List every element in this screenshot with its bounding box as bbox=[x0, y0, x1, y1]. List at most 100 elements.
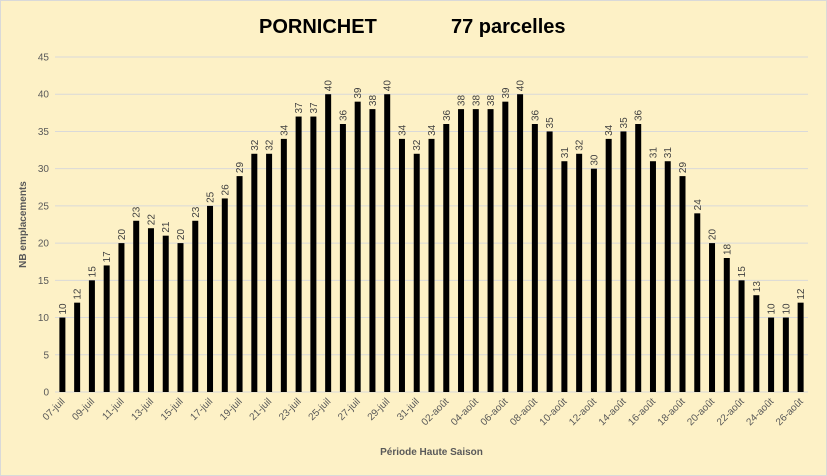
bar bbox=[310, 116, 317, 393]
x-tick-label: 17-juil bbox=[189, 396, 216, 423]
data-label: 25 bbox=[206, 191, 217, 203]
bar bbox=[605, 138, 612, 392]
data-label: 31 bbox=[648, 147, 659, 159]
x-tick-label: 16-août bbox=[626, 396, 658, 428]
data-label: 40 bbox=[383, 80, 394, 92]
x-tick-label: 20-août bbox=[685, 396, 717, 428]
x-axis-title: Période Haute Saison bbox=[380, 447, 483, 458]
data-label: 38 bbox=[368, 95, 379, 107]
data-label: 12 bbox=[73, 288, 84, 300]
bar bbox=[207, 205, 214, 392]
bar bbox=[384, 94, 391, 392]
bar bbox=[546, 131, 553, 392]
data-label: 30 bbox=[589, 154, 600, 166]
x-tick-label: 27-juil bbox=[336, 396, 363, 423]
data-label: 37 bbox=[294, 102, 305, 114]
bar bbox=[398, 138, 405, 392]
y-tick-label: 45 bbox=[38, 53, 50, 64]
bar bbox=[472, 109, 479, 392]
bar bbox=[664, 161, 671, 392]
x-tick-label: 14-août bbox=[597, 396, 629, 428]
data-label: 32 bbox=[265, 139, 276, 151]
y-tick-label: 40 bbox=[38, 90, 50, 101]
y-tick-label: 5 bbox=[43, 350, 49, 361]
x-tick-label: 23-juil bbox=[277, 396, 304, 423]
bar bbox=[251, 153, 258, 392]
data-label: 37 bbox=[309, 102, 320, 114]
bar bbox=[458, 109, 465, 392]
data-label: 21 bbox=[161, 221, 172, 233]
bar bbox=[103, 265, 110, 392]
data-label: 29 bbox=[678, 162, 689, 174]
x-tick-label: 26-août bbox=[774, 396, 806, 428]
bar bbox=[221, 198, 228, 392]
y-tick-label: 35 bbox=[38, 127, 50, 138]
data-label: 36 bbox=[442, 109, 453, 121]
bar bbox=[738, 280, 745, 392]
chart-title: PORNICHET bbox=[259, 16, 377, 38]
chart-subtitle: 77 parcelles bbox=[451, 16, 566, 38]
bars bbox=[59, 94, 804, 393]
data-label: 18 bbox=[722, 243, 733, 255]
data-label: 10 bbox=[58, 303, 69, 315]
bar bbox=[295, 116, 302, 393]
bar bbox=[266, 153, 273, 392]
x-tick-label: 21-juil bbox=[248, 396, 275, 423]
bar bbox=[576, 153, 583, 392]
bar bbox=[354, 101, 361, 393]
data-label: 34 bbox=[397, 124, 408, 136]
x-tick-label: 04-août bbox=[449, 396, 481, 428]
data-label: 36 bbox=[634, 109, 645, 121]
data-label: 13 bbox=[752, 281, 763, 293]
bar bbox=[236, 176, 243, 392]
bar bbox=[679, 176, 686, 392]
data-label: 22 bbox=[146, 214, 157, 226]
data-label: 34 bbox=[604, 124, 615, 136]
bar bbox=[192, 220, 199, 392]
x-axis-ticks: 07-juil 09-juil 11-juil 13-juil 15-juil 17-ju… bbox=[41, 396, 806, 428]
bar bbox=[443, 124, 450, 392]
data-label: 24 bbox=[693, 199, 704, 211]
x-tick-label: 29-juil bbox=[366, 396, 393, 423]
x-tick-label: 08-août bbox=[508, 396, 540, 428]
data-label: 20 bbox=[708, 229, 719, 241]
bar bbox=[133, 220, 140, 392]
bar bbox=[797, 302, 804, 392]
x-tick-label: 10-août bbox=[538, 396, 570, 428]
data-label: 40 bbox=[516, 80, 527, 92]
y-tick-label: 30 bbox=[38, 164, 50, 175]
bar bbox=[118, 243, 125, 392]
bar bbox=[325, 94, 332, 392]
data-label: 23 bbox=[191, 206, 202, 218]
x-tick-label: 06-août bbox=[479, 396, 511, 428]
x-tick-label: 07-juil bbox=[41, 396, 68, 423]
bar bbox=[147, 228, 154, 392]
y-tick-label: 10 bbox=[38, 313, 50, 324]
data-label: 10 bbox=[767, 303, 778, 315]
data-label: 15 bbox=[737, 266, 748, 278]
bar bbox=[280, 138, 287, 392]
x-tick-label: 15-juil bbox=[159, 396, 186, 423]
bar bbox=[635, 124, 642, 392]
bar bbox=[88, 280, 95, 392]
data-label: 38 bbox=[457, 95, 468, 107]
x-tick-label: 24-août bbox=[744, 396, 776, 428]
x-tick-label: 25-juil bbox=[307, 396, 334, 423]
bar bbox=[709, 243, 716, 392]
x-tick-label: 19-juil bbox=[218, 396, 245, 423]
data-label: 23 bbox=[132, 206, 143, 218]
data-label: 39 bbox=[353, 87, 364, 99]
data-label: 36 bbox=[338, 109, 349, 121]
data-label: 36 bbox=[530, 109, 541, 121]
y-axis-title: NB emplacements bbox=[18, 181, 29, 268]
bar bbox=[59, 317, 66, 392]
data-label: 38 bbox=[471, 95, 482, 107]
data-label: 17 bbox=[102, 251, 113, 263]
bar bbox=[620, 131, 627, 392]
y-tick-label: 0 bbox=[43, 388, 49, 399]
data-label: 10 bbox=[781, 303, 792, 315]
y-axis-ticks: 0 5 10 15 20 25 30 35 40 45 bbox=[38, 53, 50, 399]
x-tick-label: 09-juil bbox=[70, 396, 97, 423]
data-label: 39 bbox=[501, 87, 512, 99]
y-tick-label: 20 bbox=[38, 239, 50, 250]
